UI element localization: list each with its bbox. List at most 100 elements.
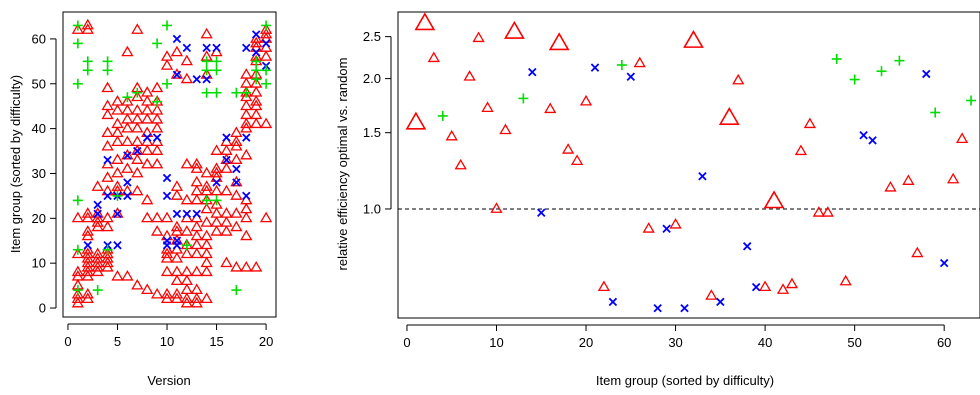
data-point [240, 260, 253, 272]
data-point [240, 99, 253, 111]
data-point [71, 265, 84, 277]
data-point [230, 153, 243, 164]
data-point [240, 108, 253, 120]
y-tick-label: 20 [32, 211, 46, 226]
data-point [111, 117, 124, 129]
data-point [121, 269, 134, 281]
data-point [112, 190, 123, 201]
data-point [240, 117, 253, 129]
data-point [101, 126, 114, 138]
data-point [81, 18, 94, 30]
data-point [91, 207, 104, 218]
data-point [481, 101, 494, 113]
data-point [705, 289, 718, 300]
data-point [190, 283, 203, 295]
data-point [200, 27, 213, 39]
x-tick-label: 0 [403, 335, 410, 350]
data-point [101, 171, 114, 182]
data-point [162, 236, 172, 245]
data-point [121, 162, 134, 173]
data-point [220, 216, 233, 227]
data-point [180, 225, 193, 236]
data-point [141, 144, 154, 155]
data-point [716, 297, 725, 307]
data-point [170, 220, 184, 232]
data-point [131, 112, 144, 124]
data-point [758, 280, 772, 292]
data-point [454, 158, 467, 170]
x-tick-label: 15 [209, 334, 223, 349]
data-point [220, 207, 233, 218]
data-point [785, 277, 799, 289]
data-point [202, 75, 211, 84]
data-point [200, 166, 213, 178]
data-point [250, 77, 263, 88]
left-y-axis-label: Item group (sorted by difficulty) [8, 75, 23, 253]
data-point [251, 48, 261, 57]
data-point [72, 78, 83, 89]
data-point [131, 278, 144, 290]
data-point [180, 54, 193, 66]
data-point [232, 164, 241, 174]
data-point [101, 139, 114, 151]
data-point [170, 68, 184, 79]
data-point [232, 178, 241, 187]
data-point [240, 148, 253, 160]
data-point [230, 135, 243, 147]
data-point [81, 225, 94, 236]
data-point [160, 211, 174, 223]
data-point [251, 74, 262, 85]
data-point [82, 65, 93, 76]
x-tick-label: 60 [937, 335, 951, 350]
data-point [200, 265, 213, 277]
data-point [111, 180, 124, 191]
data-point [662, 224, 671, 234]
right-x-axis-label: Item group (sorted by difficulty) [596, 373, 774, 388]
data-point [113, 240, 122, 250]
data-point [152, 38, 163, 49]
data-point [172, 209, 182, 219]
x-tick-label: 40 [758, 335, 772, 350]
data-point [544, 102, 557, 114]
data-point [92, 285, 103, 296]
data-point [831, 53, 842, 64]
right-y-axis: 1.0 1.5 2.0 2.5 [363, 29, 392, 216]
data-point [190, 220, 203, 232]
y-tick-label: 30 [32, 166, 46, 181]
data-point [518, 93, 529, 104]
data-point [220, 225, 233, 236]
data-point [250, 108, 263, 120]
series-triangle [427, 31, 969, 300]
right-plot-frame [397, 11, 980, 319]
y-tick-label: 1.0 [363, 201, 381, 216]
data-point [101, 220, 114, 232]
data-point [192, 75, 201, 84]
data-point [220, 162, 233, 173]
data-point [122, 92, 133, 103]
data-point [240, 229, 253, 241]
data-point [902, 174, 915, 185]
data-point [150, 112, 164, 124]
data-point [200, 229, 213, 241]
data-point [152, 133, 162, 142]
data-point [141, 211, 154, 223]
left-x-axis: 0 5 10 15 20 [64, 323, 273, 349]
data-point [131, 144, 144, 155]
data-point [894, 55, 905, 66]
data-point [261, 20, 272, 31]
data-point [680, 303, 689, 313]
data-point [211, 65, 222, 76]
data-point [608, 297, 618, 307]
data-point [91, 247, 104, 259]
data-point [200, 216, 213, 227]
data-point [859, 130, 868, 140]
data-point [868, 136, 877, 145]
y-tick-label: 60 [32, 31, 46, 46]
data-point [200, 292, 213, 303]
data-point [150, 104, 164, 115]
data-point [160, 59, 174, 70]
data-point [240, 68, 253, 79]
data-point [190, 292, 203, 303]
data-point [103, 155, 112, 165]
data-point [190, 229, 203, 241]
